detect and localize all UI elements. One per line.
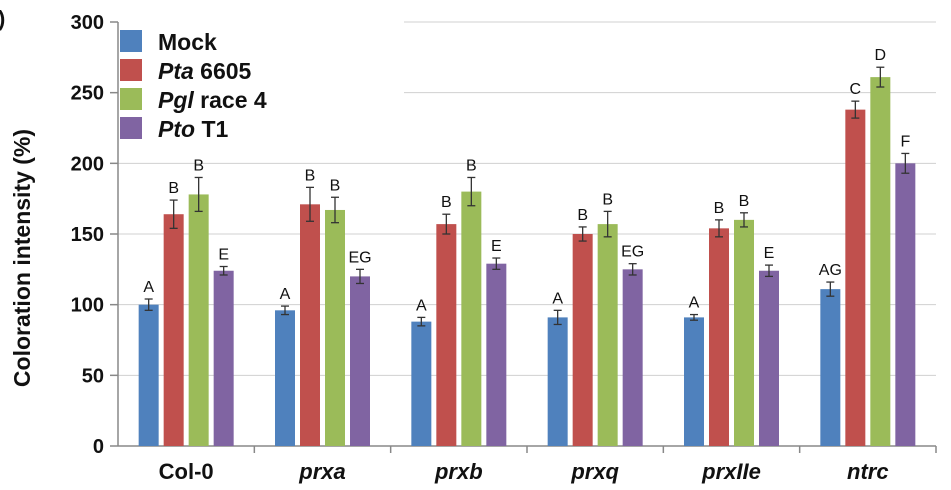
bar (547, 317, 568, 446)
significance-label: B (441, 194, 452, 211)
significance-label: B (168, 180, 179, 197)
bar (163, 214, 184, 446)
bar (820, 289, 841, 446)
legend-label-rest: T1 (195, 116, 228, 142)
y-tick-label: 200 (71, 153, 104, 175)
significance-label: E (491, 238, 502, 255)
y-axis-ticks: 0 50 100 150 200 250 300 (71, 12, 118, 458)
significance-label: B (714, 200, 725, 217)
bar (709, 228, 729, 446)
significance-label: B (193, 157, 204, 174)
legend-label-italic: Pgl (158, 87, 194, 113)
x-category-label: prxb (434, 459, 483, 484)
significance-label: B (739, 193, 750, 210)
gridlines (118, 21, 936, 376)
y-tick-label: 250 (71, 83, 104, 105)
legend-label-rest: race 4 (194, 87, 267, 113)
bar (597, 224, 618, 446)
significance-label: A (280, 286, 291, 303)
bar (325, 209, 345, 446)
legend-swatch (120, 30, 142, 52)
bar (411, 321, 432, 446)
significance-label: B (330, 177, 341, 194)
bar (461, 191, 482, 446)
x-category-label: prxIIe (701, 459, 761, 484)
x-category-label: prxa (298, 459, 345, 484)
bar (622, 269, 643, 446)
significance-label: A (416, 297, 427, 314)
bar (138, 304, 159, 446)
legend-swatch (120, 117, 142, 139)
bar (436, 224, 457, 446)
y-tick-label: 100 (71, 295, 104, 317)
significance-label: B (305, 167, 316, 184)
legend-label: Pto T1 (158, 116, 229, 142)
significance-label: A (552, 290, 563, 307)
legend-label: Pta 6605 (158, 58, 252, 84)
y-tick-label: 300 (71, 12, 104, 34)
y-axis-label: Coloration intensity (%) (9, 129, 35, 387)
bar (300, 204, 320, 446)
bar (684, 317, 704, 446)
y-tick-label: 150 (71, 224, 104, 246)
legend-swatch (120, 59, 142, 81)
legend-label: Mock (158, 29, 217, 55)
significance-label: EG (621, 244, 644, 261)
y-tick-label: 0 (93, 436, 104, 458)
significance-label: AG (819, 262, 842, 279)
legend-swatch (120, 88, 142, 110)
significance-label: B (466, 157, 477, 174)
bar (572, 234, 593, 446)
legend-label-rest: Mock (158, 29, 217, 55)
x-category-label: ntrc (847, 459, 889, 484)
significance-label: E (218, 247, 229, 264)
significance-label: A (689, 295, 700, 312)
panel-mark: ) (0, 6, 5, 31)
bar (759, 270, 779, 446)
bar (350, 276, 370, 446)
significance-label: B (602, 191, 613, 208)
bar (870, 77, 891, 447)
legend-label-italic: Pto (158, 116, 195, 142)
significance-label: B (577, 207, 588, 224)
x-category-label: prxq (570, 459, 619, 484)
bar (275, 310, 295, 446)
bar (188, 194, 209, 446)
y-tick-label: 50 (82, 365, 104, 387)
x-category-label: Col-0 (159, 459, 214, 484)
bar (895, 163, 916, 447)
significance-label: F (900, 133, 910, 150)
significance-label: A (143, 279, 154, 296)
significance-label: E (764, 245, 775, 262)
x-axis-categories: Col-0 prxa prxb prxq prxIIe ntrc (159, 446, 937, 484)
legend-label-italic: Pta (158, 58, 194, 84)
bar (486, 263, 507, 446)
legend-label-rest: 6605 (194, 58, 252, 84)
significance-label: C (850, 81, 862, 98)
bar (845, 109, 866, 447)
bar (213, 270, 234, 446)
legend-label: Pgl race 4 (158, 87, 267, 113)
significance-label: EG (348, 249, 371, 266)
bar (734, 219, 754, 446)
significance-label: D (875, 47, 887, 64)
